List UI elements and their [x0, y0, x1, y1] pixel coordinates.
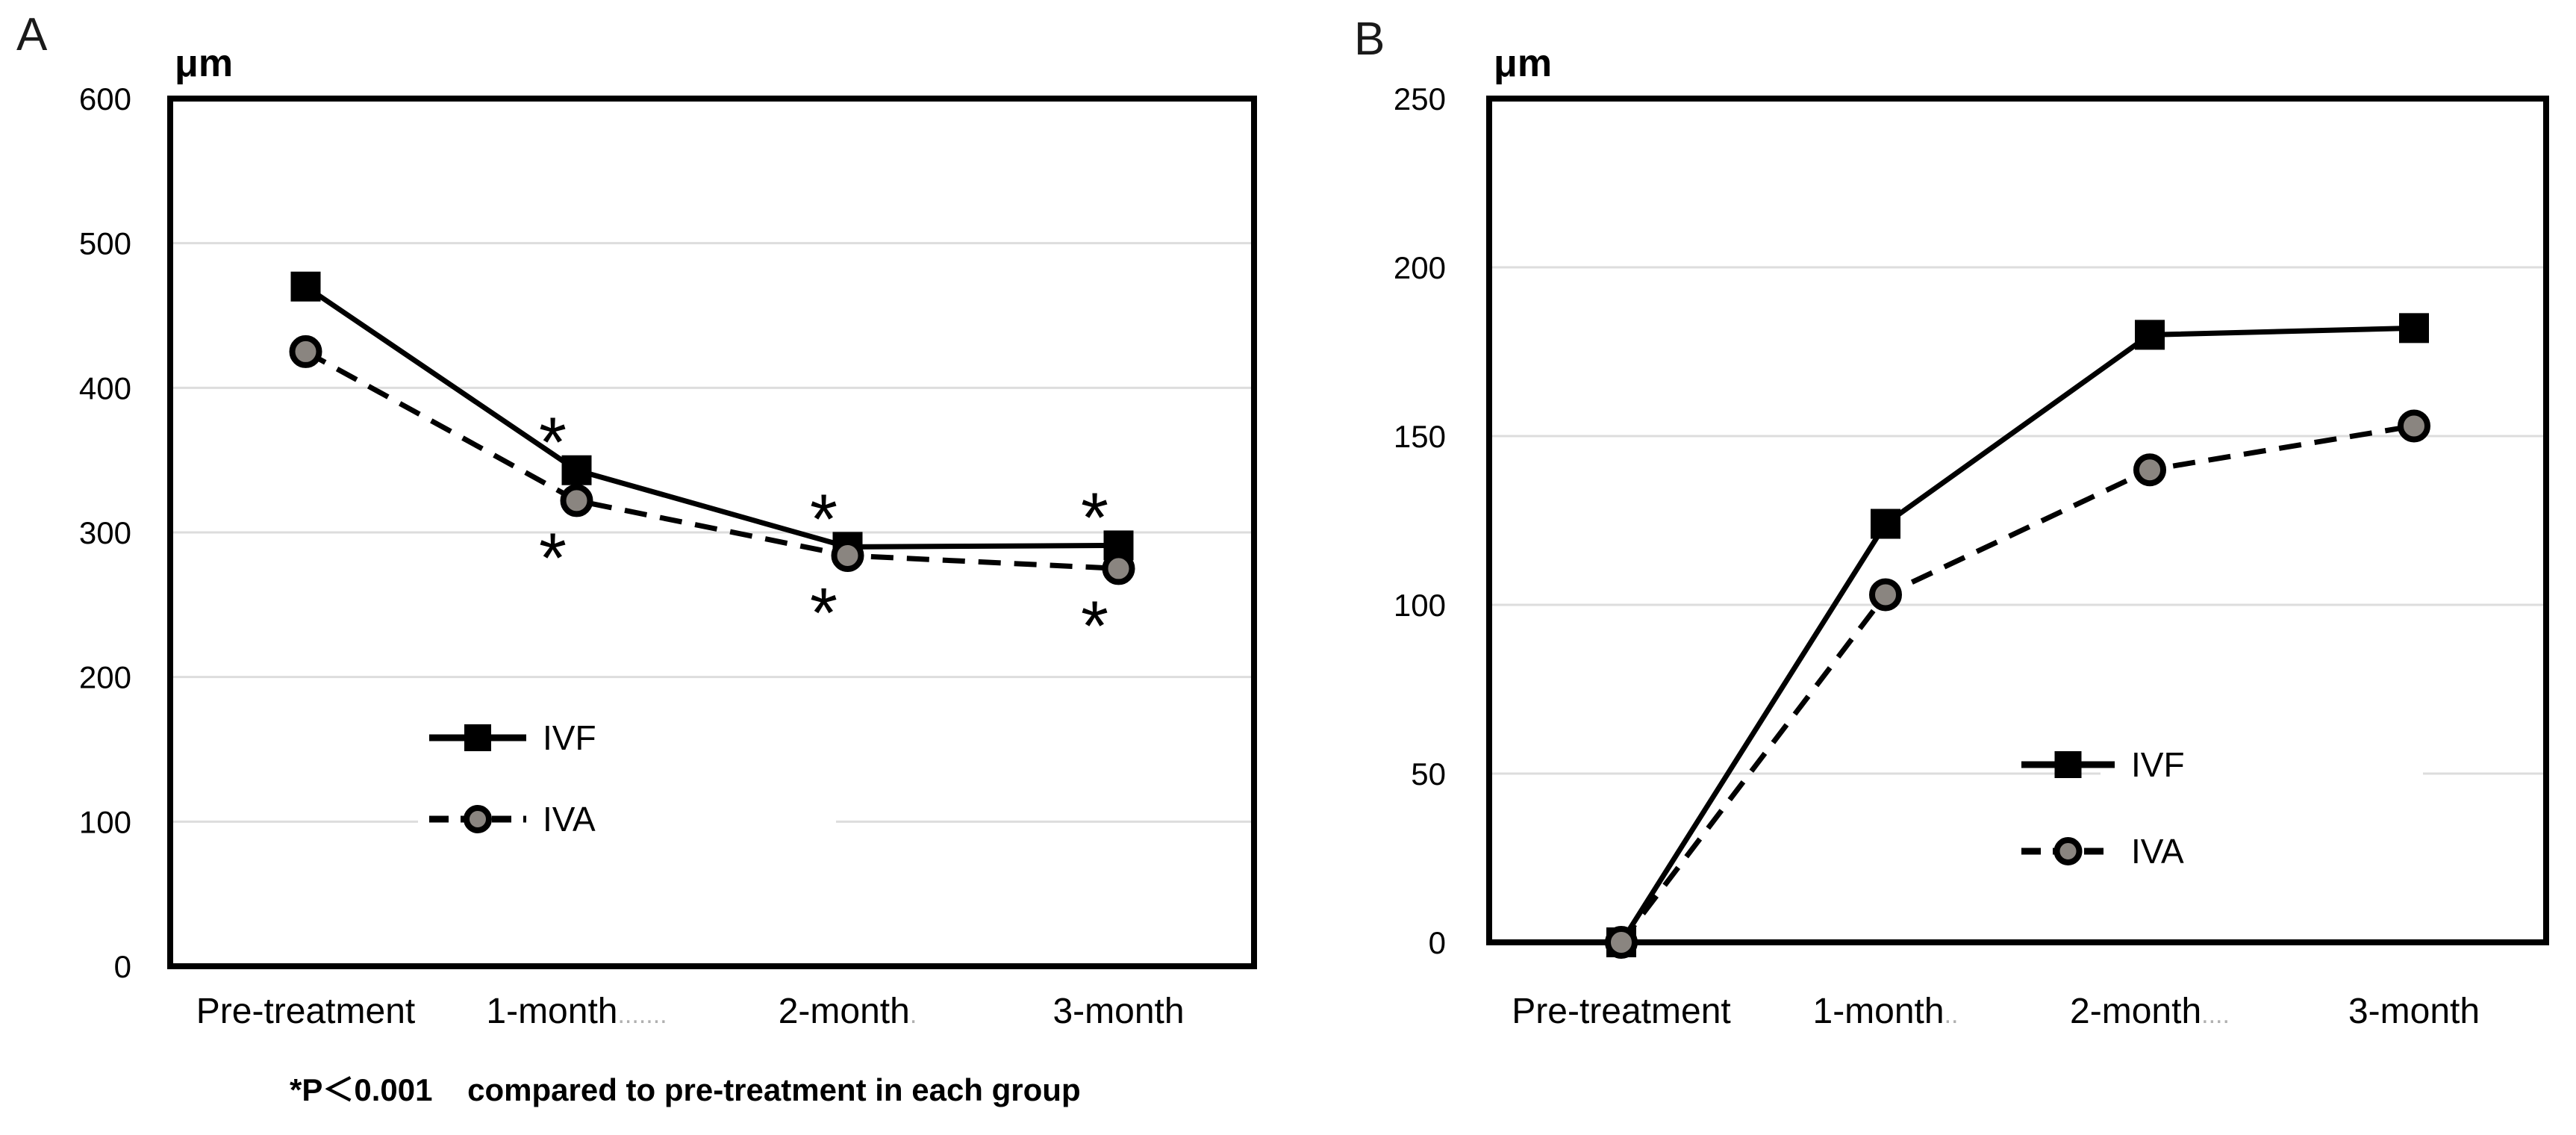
plot-border: [1486, 96, 2549, 945]
legend-label-ivf: IVF: [543, 718, 596, 757]
x-tick-label-1: Pre-treatment: [196, 992, 415, 1031]
x-tick-label-2: 1-month..: [1813, 992, 1959, 1031]
marker-ivf-2: [561, 455, 592, 485]
significance-footnote: *P＜0.001 compared to pre-treatment in ea…: [290, 1072, 1081, 1107]
significance-asterisk-iva-3: *: [1081, 586, 1108, 665]
significance-asterisk-iva-1: *: [539, 518, 567, 597]
marker-iva-1: [1605, 926, 1638, 959]
y-tick-label-100: 100: [79, 804, 131, 839]
legend-marker-ivf: [2054, 751, 2082, 778]
y-tick-label-50: 50: [1411, 756, 1446, 792]
x-tick-label-3: 2-month.: [779, 992, 917, 1031]
significance-asterisk-ivf-3: *: [1081, 478, 1108, 557]
marker-iva-4: [1102, 552, 1135, 585]
y-tick-label-250: 250: [1394, 81, 1446, 116]
plot-border: [167, 96, 1257, 969]
y-tick-label-300: 300: [79, 515, 131, 550]
marker-iva-2: [1869, 578, 1902, 612]
panel-b-label: B: [1354, 13, 1385, 65]
series-line-iva: [304, 349, 1119, 571]
significance-asterisk-ivf-2: *: [810, 479, 838, 559]
marker-ivf-2: [1871, 509, 1900, 539]
y-tick-label-150: 150: [1394, 419, 1446, 454]
legend-background: [2101, 730, 2423, 890]
panel-a-label: A: [16, 9, 48, 60]
y-axis-title: μm: [1494, 42, 1552, 85]
x-tick-label-4: 3-month: [2348, 992, 2480, 1031]
series-line-iva: [1619, 423, 2415, 945]
marker-iva-4: [2398, 409, 2430, 443]
marker-iva-1: [289, 335, 322, 368]
legend-marker-iva: [464, 805, 492, 833]
marker-iva-3: [2133, 453, 2166, 487]
y-tick-label-500: 500: [79, 226, 131, 261]
y-axis-title: μm: [175, 42, 233, 85]
panel-a: A 0 100 200 300 400 500 600 μm Pre-treatment 1-mo…: [16, 9, 1257, 1107]
significance-asterisk-ivf-1: *: [539, 403, 567, 482]
y-tick-label-0: 0: [1429, 925, 1446, 960]
y-tick-label-100: 100: [1394, 588, 1446, 623]
marker-ivf-4: [2399, 313, 2429, 343]
marker-ivf-1: [290, 271, 321, 302]
chart-a-cmt-over-time: 0 100 200 300 400 500 600 μm Pre-treatment 1-mont…: [79, 42, 1257, 1031]
legend-label-iva: IVA: [543, 800, 596, 839]
x-tick-label-1: Pre-treatment: [1512, 992, 1730, 1031]
x-tick-label-3: 2-month....: [2070, 992, 2230, 1031]
chart-b-cmt-reduction-over-time: 0 50 100 150 200 250 μm Pre-treatment 1-month.. 2…: [1394, 42, 2549, 1031]
marker-iva-3: [831, 538, 864, 572]
marker-ivf-3: [2135, 320, 2165, 350]
marker-iva-2: [560, 484, 593, 517]
legend-marker-iva: [2053, 837, 2083, 865]
legend-label-iva: IVA: [2131, 832, 2184, 871]
significance-asterisk-iva-2: *: [810, 573, 838, 653]
legend-marker-ivf: [464, 724, 491, 751]
x-tick-label-4: 3-month: [1052, 992, 1184, 1031]
y-tick-label-200: 200: [79, 660, 131, 695]
y-tick-label-0: 0: [114, 949, 131, 984]
y-tick-label-200: 200: [1394, 250, 1446, 285]
x-tick-label-2: 1-month.......: [486, 992, 667, 1031]
y-tick-label-600: 600: [79, 81, 131, 116]
series-line-ivf: [304, 284, 1119, 550]
series-line-ivf: [1619, 325, 2415, 944]
y-tick-label-400: 400: [79, 370, 131, 405]
legend-label-ivf: IVF: [2131, 745, 2185, 784]
panel-b: B 0 50 100 150 200 250 μm Pre-treatment 1-month.…: [1288, 0, 2576, 1135]
